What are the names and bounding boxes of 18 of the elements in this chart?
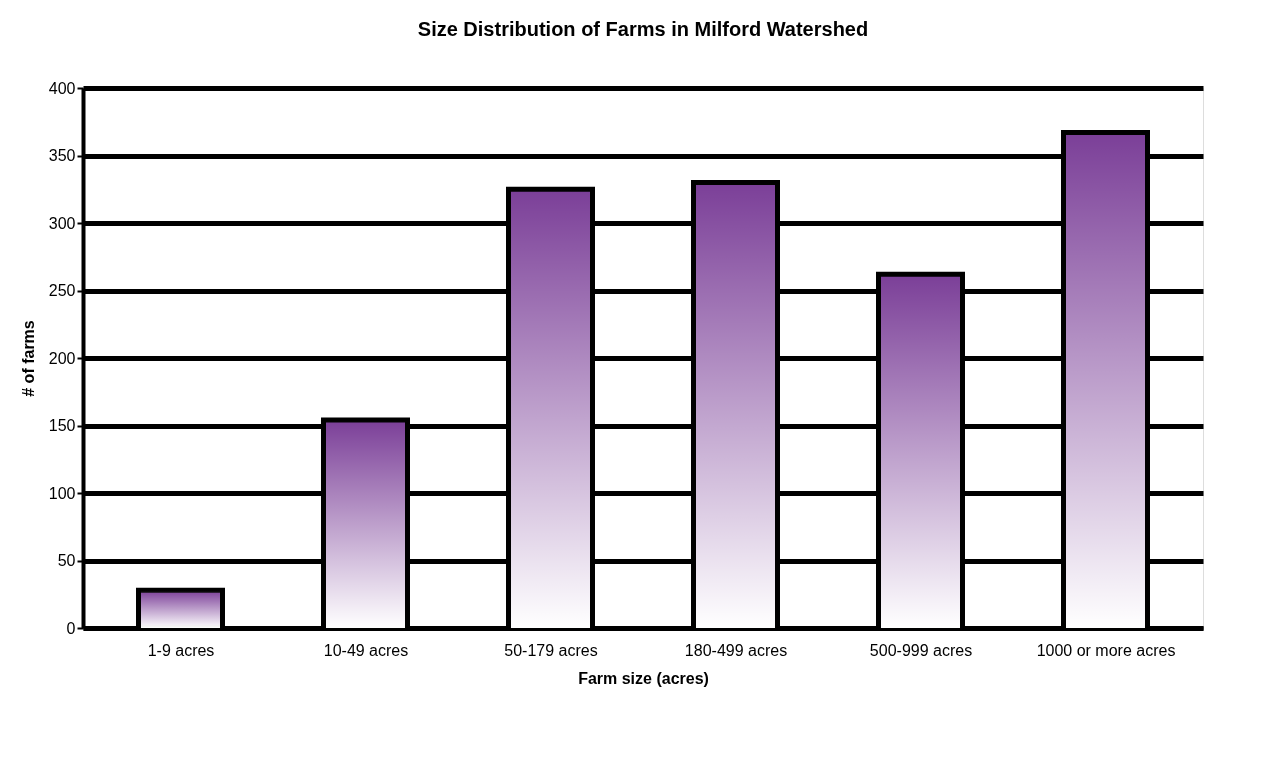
y-tick-label: 400 xyxy=(48,79,76,97)
y-tick-label: 100 xyxy=(48,484,76,502)
x-tick-label: 500-999 acres xyxy=(869,641,973,659)
y-axis-title: # of farms xyxy=(19,320,37,397)
x-tick-label: 1000 or more acres xyxy=(1036,641,1176,659)
y-tick-label: 200 xyxy=(48,349,76,367)
y-tick-label: 0 xyxy=(66,619,76,637)
chart-title: Size Distribution of Farms in Milford Watershed xyxy=(417,18,869,40)
y-tick-label: 250 xyxy=(48,282,76,299)
x-tick-label: 1-9 acres xyxy=(147,641,215,659)
y-tick-label: 300 xyxy=(48,214,76,232)
x-axis-title: Farm size (acres) xyxy=(578,669,709,687)
y-tick-label: 350 xyxy=(48,147,76,164)
y-tick-label: 150 xyxy=(48,417,76,434)
x-tick-label: 10-49 acres xyxy=(323,641,409,659)
y-tick-label: 50 xyxy=(57,552,76,569)
x-tick-label: 180-499 acres xyxy=(684,641,788,659)
x-tick-label: 50-179 acres xyxy=(504,641,598,659)
